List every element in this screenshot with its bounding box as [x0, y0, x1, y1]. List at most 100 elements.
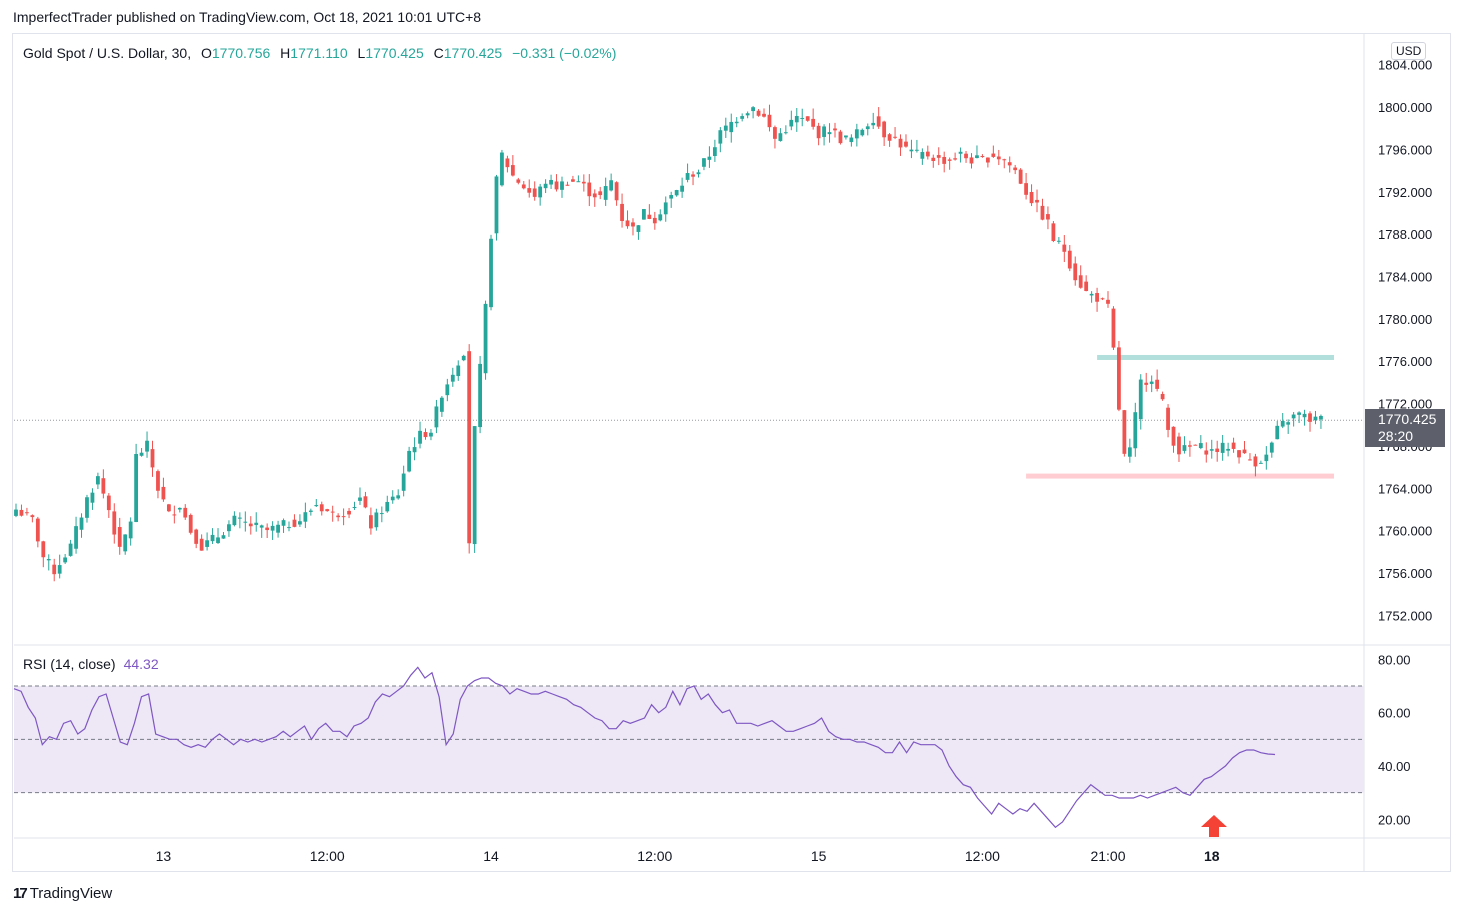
candle [1046, 206, 1050, 230]
candle-body [1024, 183, 1028, 195]
candle [112, 503, 117, 544]
candle [865, 123, 870, 136]
candle-body [696, 172, 701, 175]
candle [712, 139, 717, 162]
candle [319, 501, 324, 516]
rsi-tick-label: 60.00 [1378, 706, 1411, 721]
candle [942, 151, 947, 173]
candle-body [691, 174, 695, 177]
candle [19, 504, 24, 517]
candle [1275, 420, 1280, 440]
candle-body [854, 129, 859, 139]
candle [1144, 372, 1149, 392]
candle [1002, 158, 1007, 169]
candle-body [718, 130, 723, 144]
candle [958, 147, 963, 163]
candle [543, 179, 548, 194]
candle-body [123, 534, 128, 552]
candle [964, 150, 968, 163]
candle [216, 528, 220, 544]
time-tick-label: 15 [811, 848, 827, 864]
candle [1198, 435, 1203, 450]
candle-body [756, 110, 761, 116]
close-value: 1770.425 [443, 45, 503, 61]
candle [1177, 432, 1181, 462]
candle [887, 133, 892, 147]
candle-body [729, 121, 734, 133]
candle-body [52, 564, 57, 575]
candle [276, 520, 280, 538]
candle [767, 104, 772, 132]
candle [680, 177, 685, 198]
candle-body [500, 152, 504, 186]
candle-body [816, 125, 821, 139]
candle-body [1100, 298, 1105, 300]
candle [166, 503, 171, 513]
price-tick-label: 1752.000 [1378, 608, 1432, 623]
candle-body [1209, 449, 1214, 451]
candle [341, 508, 346, 526]
candle [925, 145, 930, 160]
candle-body [778, 133, 783, 141]
open-value: 1770.756 [211, 45, 271, 61]
candle-body [156, 471, 160, 491]
rsi-legend: RSI (14, close) 44.32 [23, 656, 159, 672]
time-tick-label: 12:00 [965, 848, 1000, 864]
candle-body [336, 515, 341, 518]
candle-body [1264, 454, 1269, 462]
candle [1297, 411, 1301, 424]
candle-body [439, 397, 444, 412]
candle [696, 169, 701, 178]
candle-body [1013, 167, 1018, 171]
candle-body [1106, 299, 1110, 304]
candle-body [669, 195, 674, 199]
candle [751, 106, 755, 119]
candle-body [1313, 416, 1318, 421]
candle [936, 147, 941, 166]
time-tick-label: 13 [156, 848, 172, 864]
currency-button[interactable]: USD [1391, 42, 1427, 60]
candle [401, 465, 406, 497]
candle-body [237, 517, 242, 519]
candle [893, 127, 897, 140]
candle-body [685, 173, 690, 180]
candle-body [210, 534, 215, 542]
candle-body [90, 492, 95, 503]
rsi-tick-label: 80.00 [1378, 652, 1411, 667]
candle-body [909, 149, 914, 152]
candle-body [592, 193, 597, 198]
candle [691, 171, 695, 186]
candle-body [811, 118, 816, 127]
candle [358, 487, 362, 505]
candle [1308, 411, 1312, 432]
footer-brand[interactable]: 17 TradingView [13, 885, 112, 902]
candle [1138, 374, 1143, 430]
candle [527, 179, 532, 198]
candle [374, 508, 379, 531]
candle [838, 129, 843, 145]
candle [800, 108, 805, 127]
candle-body [844, 135, 848, 138]
candle-body [319, 504, 324, 512]
candle [106, 493, 111, 518]
candle [745, 111, 750, 119]
candle [1209, 439, 1214, 459]
candle-body [199, 538, 204, 551]
candle-body [325, 509, 330, 512]
candle [1171, 426, 1176, 453]
candle-body [1188, 445, 1192, 447]
close-label: C [433, 45, 444, 61]
candle [79, 513, 84, 538]
candle-body [314, 505, 319, 507]
candle [308, 508, 313, 516]
candle [330, 505, 335, 522]
candle [445, 378, 450, 402]
candle-body [128, 521, 133, 539]
candle-body [1226, 448, 1231, 451]
ohlc-legend: Gold Spot / U.S. Dollar, 30, O1770.756 H… [23, 45, 616, 61]
candle-body [227, 524, 231, 532]
candle [450, 367, 455, 387]
candle [25, 507, 29, 516]
candle [603, 177, 608, 206]
